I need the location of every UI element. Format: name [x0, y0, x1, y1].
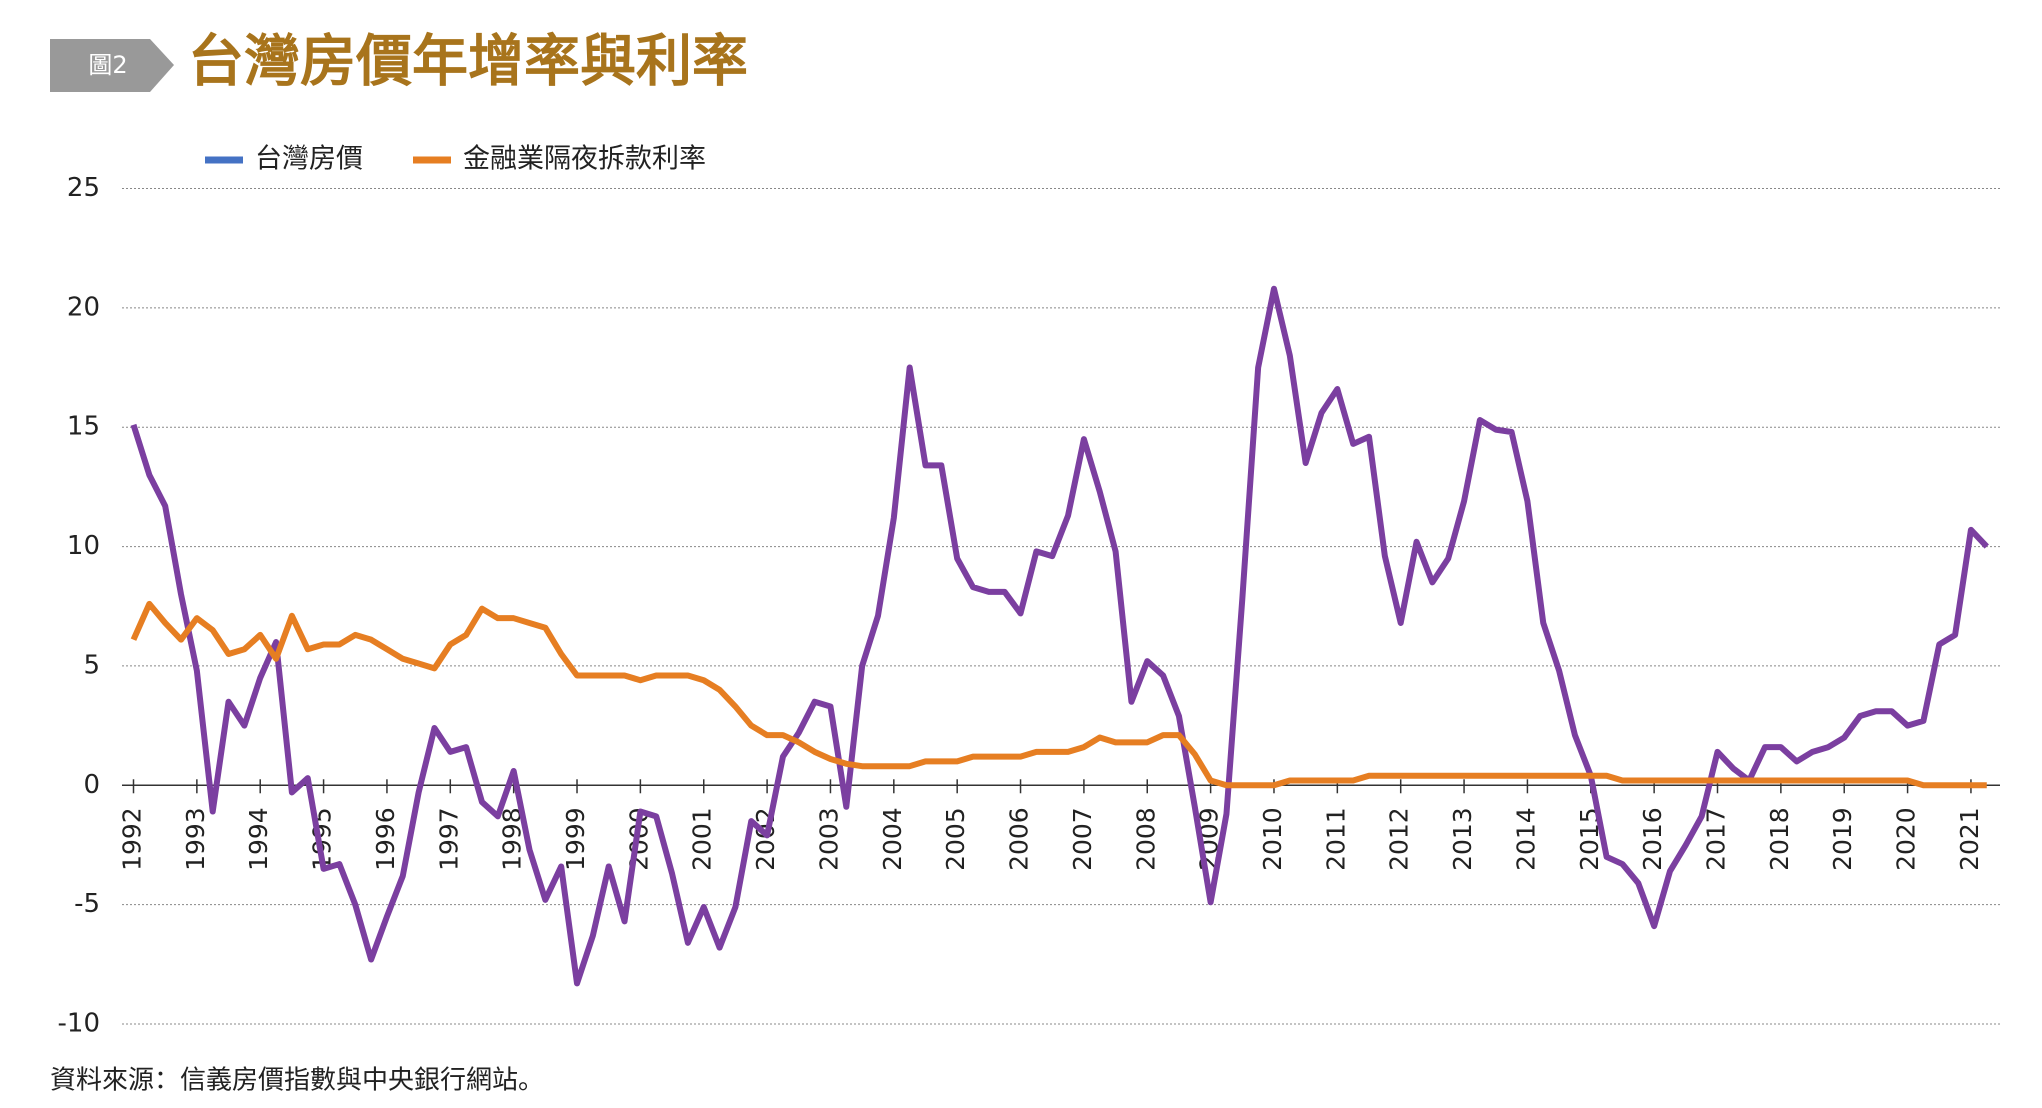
- x-tick-label: 2006: [1005, 807, 1034, 871]
- y-tick-label: -10: [58, 1009, 100, 1039]
- y-tick-label: 15: [67, 412, 100, 442]
- x-tick-label: 2005: [941, 807, 970, 871]
- x-tick-label: 1996: [371, 807, 400, 871]
- source: 資料來源：信義房價指數與中央銀行網站。: [50, 1066, 544, 1096]
- x-tick-label: 1999: [561, 807, 590, 871]
- x-tick-label: 1992: [118, 807, 147, 871]
- x-tick-label: 2021: [1955, 807, 1984, 871]
- x-tick-label: 2017: [1702, 807, 1731, 871]
- legend-label: 台灣房價: [255, 144, 363, 175]
- x-tick-label: 1993: [181, 807, 210, 871]
- badge-shape: [50, 39, 174, 92]
- x-tick-label: 2008: [1131, 807, 1160, 871]
- x-tick-label: 2011: [1321, 807, 1350, 871]
- x-tick-label: 1994: [244, 807, 273, 871]
- x-tick-label: 2016: [1638, 807, 1667, 871]
- x-tick-label: 2012: [1385, 807, 1414, 871]
- x-tick-label: 2019: [1828, 807, 1857, 871]
- y-tick-label: 0: [83, 770, 100, 800]
- x-tick-label: 2003: [814, 807, 843, 871]
- legend-label: 金融業隔夜拆款利率: [463, 144, 706, 175]
- x-tick-label: 2007: [1068, 807, 1097, 871]
- y-tick-label: 10: [67, 531, 100, 561]
- x-tick-label: 2014: [1511, 807, 1540, 871]
- x-tick-label: 2001: [688, 807, 717, 871]
- badge: 圖2: [88, 51, 127, 79]
- x-tick-label: 2004: [878, 807, 907, 871]
- x-tick-label: 2010: [1258, 807, 1287, 871]
- x-tick-label: 2018: [1765, 807, 1794, 871]
- series-line: [130, 285, 1989, 987]
- chart-title: 台灣房價年增率與利率: [188, 29, 748, 95]
- y-tick-label: -5: [74, 889, 100, 919]
- y-tick-label: 25: [67, 173, 100, 203]
- y-tick-label: 5: [83, 650, 100, 680]
- x-tick-label: 2013: [1448, 807, 1477, 871]
- x-tick-label: 2002: [751, 807, 780, 871]
- x-tick-label: 2020: [1892, 807, 1921, 871]
- y-tick-label: 20: [67, 292, 100, 322]
- series-line: [130, 600, 1987, 789]
- x-tick-label: 1997: [434, 807, 463, 871]
